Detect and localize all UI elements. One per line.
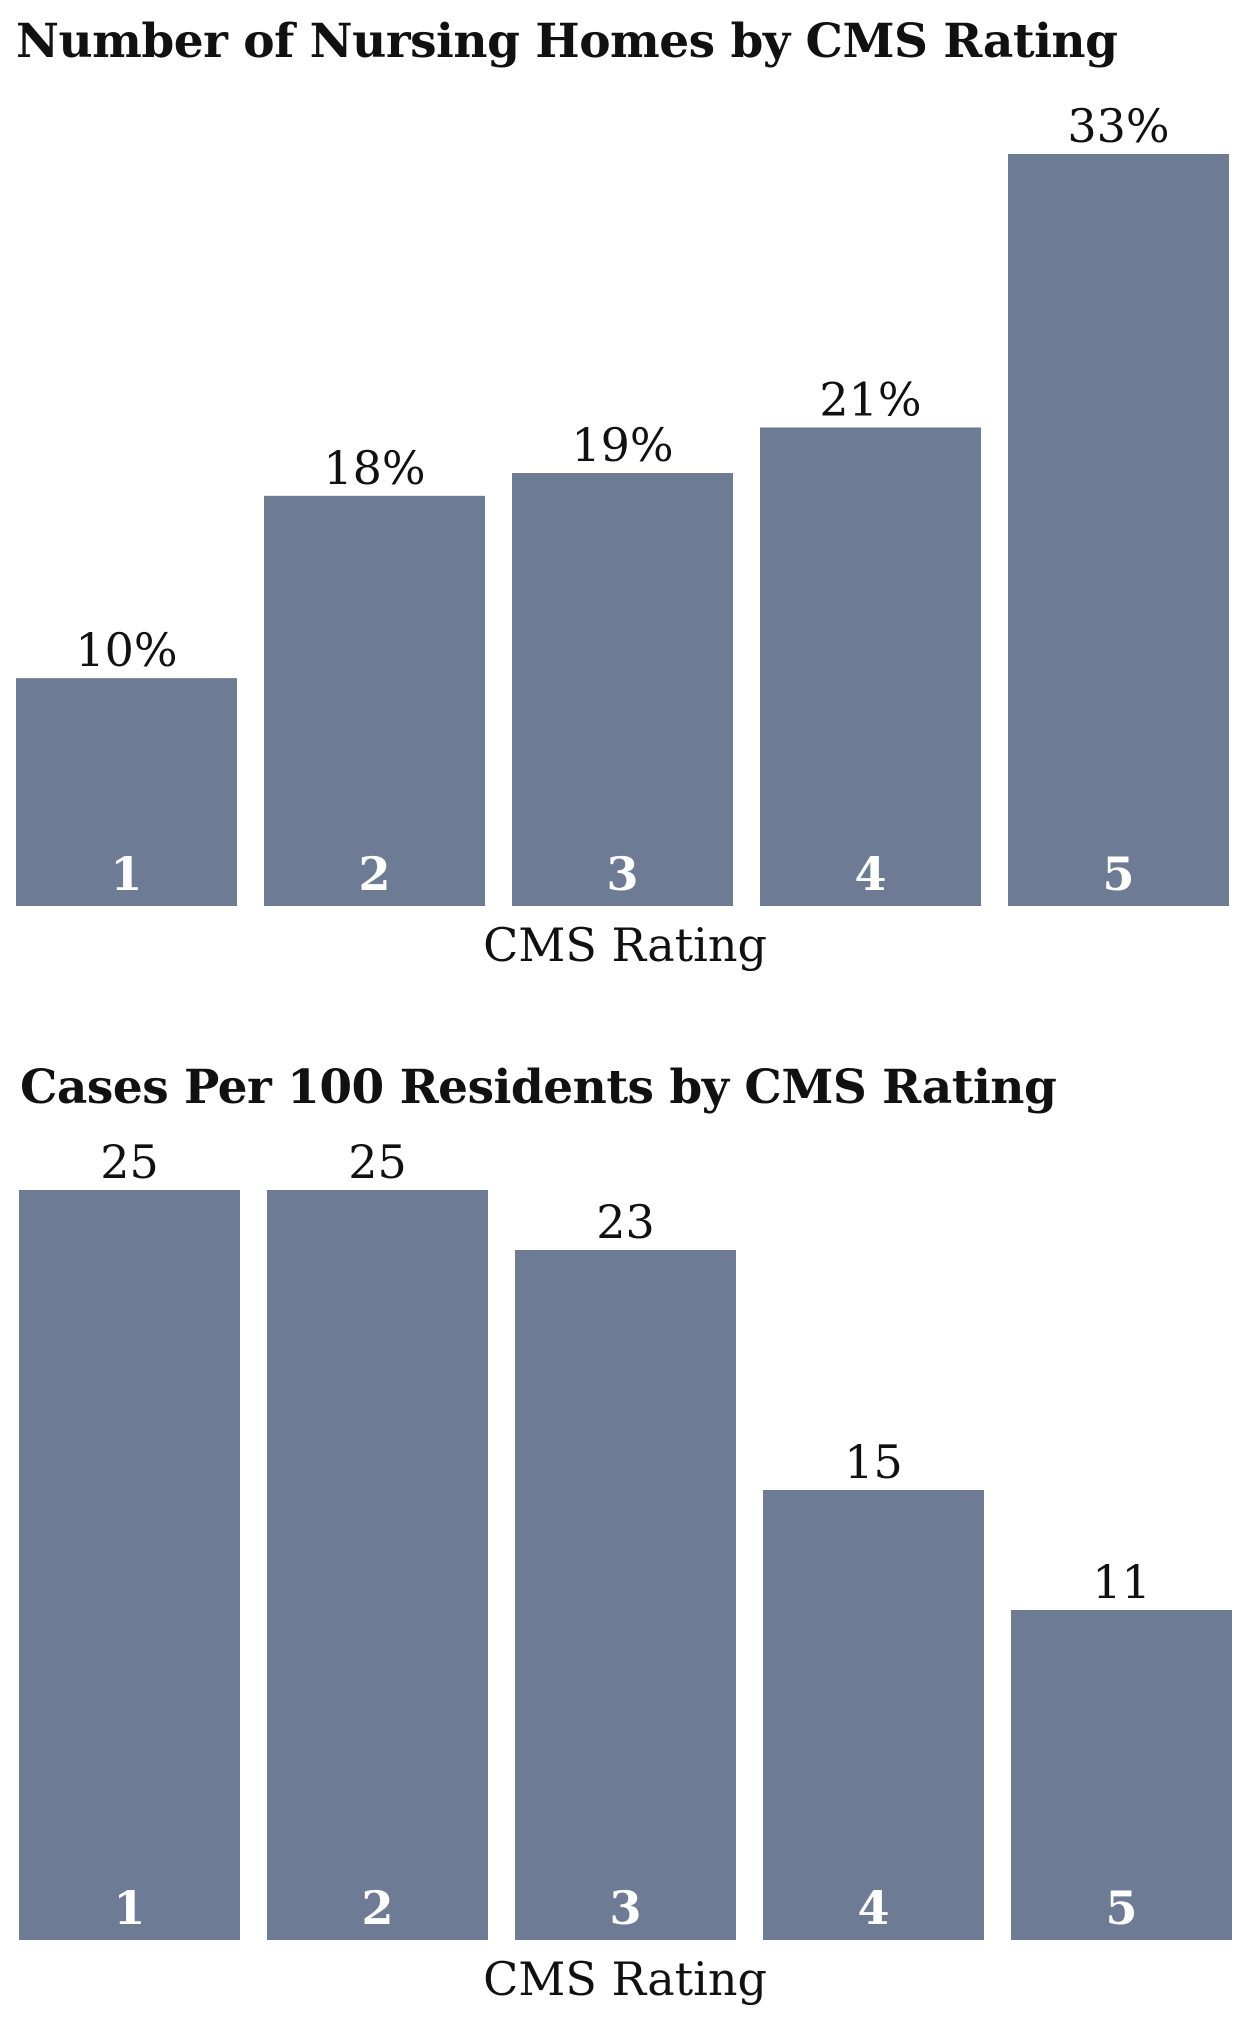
chart-title: Number of Nursing Homes by CMS Rating bbox=[16, 14, 1118, 69]
x-axis-label: CMS Rating bbox=[483, 1952, 767, 2006]
category-label: 2 bbox=[358, 847, 390, 901]
category-label: 2 bbox=[361, 1881, 393, 1935]
chart-nursing-homes: Number of Nursing Homes by CMS Rating 10… bbox=[0, 0, 1250, 1000]
value-label: 15 bbox=[844, 1435, 903, 1489]
value-label: 11 bbox=[1092, 1555, 1151, 1609]
x-axis-label: CMS Rating bbox=[483, 918, 767, 972]
bar-rating-5 bbox=[1011, 1610, 1232, 1940]
category-label: 5 bbox=[1102, 847, 1134, 901]
chart-title: Cases Per 100 Residents by CMS Rating bbox=[20, 1060, 1057, 1115]
category-label: 1 bbox=[110, 847, 142, 901]
bar-rating-2 bbox=[267, 1190, 488, 1940]
category-label: 4 bbox=[857, 1881, 889, 1935]
bar-rating-1 bbox=[19, 1190, 240, 1940]
category-label: 3 bbox=[606, 847, 638, 901]
value-label: 18% bbox=[323, 441, 425, 495]
chart-cases-per-100: Cases Per 100 Residents by CMS Rating 25… bbox=[0, 1040, 1250, 2020]
bar-rating-2 bbox=[264, 495, 485, 906]
value-label: 25 bbox=[348, 1135, 407, 1189]
value-label: 33% bbox=[1067, 99, 1169, 153]
bar-rating-3 bbox=[512, 473, 733, 906]
bar-rating-4 bbox=[763, 1490, 984, 1940]
bar-rating-3 bbox=[515, 1250, 736, 1940]
category-label: 3 bbox=[609, 1881, 641, 1935]
bar-rating-4 bbox=[760, 427, 981, 906]
bar-rating-1 bbox=[16, 678, 237, 906]
category-label: 5 bbox=[1105, 1881, 1137, 1935]
bar-plot: 10% 1 18% 2 19% 3 21% 4 33% 5 bbox=[16, 99, 1229, 906]
category-label: 1 bbox=[113, 1881, 145, 1935]
bar-rating-5 bbox=[1008, 154, 1229, 906]
value-label: 19% bbox=[571, 418, 673, 472]
bar-plot: 25 1 25 2 23 3 15 4 11 5 bbox=[19, 1135, 1232, 1940]
category-label: 4 bbox=[854, 847, 886, 901]
value-label: 23 bbox=[596, 1195, 655, 1249]
value-label: 25 bbox=[100, 1135, 159, 1189]
value-label: 21% bbox=[819, 372, 921, 426]
value-label: 10% bbox=[75, 623, 177, 677]
